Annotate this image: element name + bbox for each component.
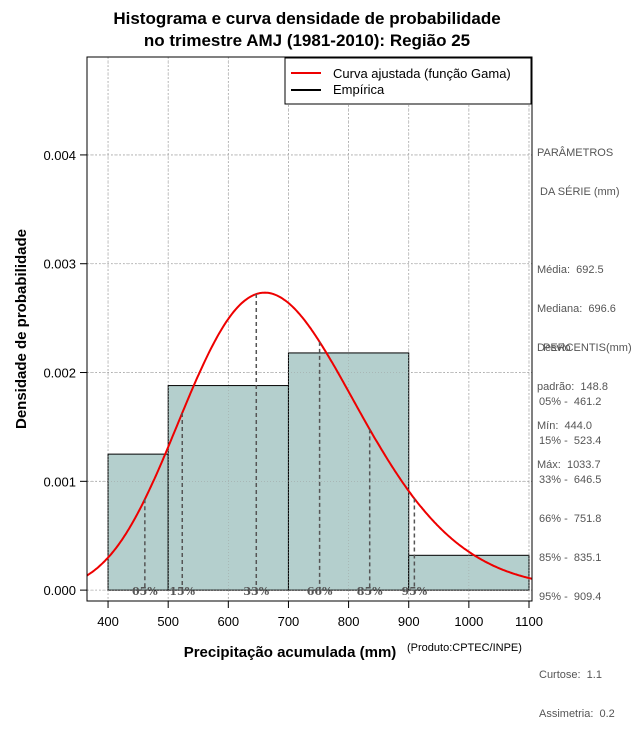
histogram-bar xyxy=(107,453,169,591)
x-tick-label: 900 xyxy=(398,614,420,629)
y-tick-label: 0.003 xyxy=(43,257,76,272)
y-axis: 0.000 0.001 0.002 0.003 0.004 xyxy=(43,148,87,598)
stat-curtose: Curtose: 1.1 xyxy=(539,669,602,681)
y-tick-label: 0.002 xyxy=(43,366,76,381)
x-tick-label: 400 xyxy=(97,614,119,629)
x-tick-label: 1000 xyxy=(454,614,483,629)
param-media: Média: 692.5 xyxy=(537,264,604,276)
x-tick-label: 1100 xyxy=(515,614,543,629)
y-tick-label: 0.004 xyxy=(43,148,76,163)
legend: Curva ajustada (função Gama) Empírica xyxy=(284,57,532,105)
legend-box xyxy=(284,57,532,105)
percentile-label: 66% xyxy=(307,585,333,598)
legend-curve-label: Curva ajustada (função Gama) xyxy=(333,66,511,81)
x-tick-label: 800 xyxy=(338,614,360,629)
credit-label: (Produto:CPTEC/INPE) xyxy=(407,642,522,654)
histogram-bars xyxy=(87,57,532,601)
percentile-label: 95% xyxy=(401,585,427,598)
param-min: Mín: 444.0 xyxy=(537,420,593,432)
stat-assimetria: Assimetria: 0.2 xyxy=(539,708,615,720)
percentile-15: 15% - 523.4 xyxy=(539,435,602,447)
percentile-85: 85% - 835.1 xyxy=(539,552,602,564)
x-tick-label: 700 xyxy=(278,614,300,629)
fitted-curve xyxy=(86,291,533,580)
param-desvio-line-1: Desvio xyxy=(537,342,571,354)
y-tick-label: 0.000 xyxy=(43,583,76,598)
legend-empirical-label: Empírica xyxy=(333,82,385,97)
percentile-markers: 05% 15% 33% 66% 85% 95% xyxy=(132,294,428,598)
percentile-label: 05% xyxy=(132,585,158,598)
percentile-label: 33% xyxy=(243,585,269,598)
percentile-33: 33% - 646.5 xyxy=(539,474,602,486)
y-tick-label: 0.001 xyxy=(43,474,76,489)
percentile-66: 66% - 751.8 xyxy=(539,513,602,525)
param-desvio-line-2: padrão: 148.8 xyxy=(537,381,608,393)
percentiles-panel: 05% - 461.2 15% - 523.4 33% - 646.5 66% … xyxy=(539,370,615,734)
x-tick-label: 500 xyxy=(157,614,179,629)
chart-title-line-2: no trimestre AMJ (1981-2010): Região 25 xyxy=(144,31,470,50)
param-max: Máx: 1033.7 xyxy=(537,459,601,471)
series-parameters-panel: PARÂMETROS DA SÉRIE (mm) Média: 692.5 Me… xyxy=(537,121,620,485)
x-axis: 400 500 600 700 800 900 1000 1100 xyxy=(97,600,543,629)
histogram-chart: Histograma e curva densidade de probabil… xyxy=(13,9,543,660)
percentile-label: 85% xyxy=(357,585,383,598)
percentiles-title: PERCENTIS(mm) xyxy=(543,342,632,354)
chart-title-line-1: Histograma e curva densidade de probabil… xyxy=(113,9,500,28)
param-mediana: Mediana: 696.6 xyxy=(537,303,616,315)
x-tick-label: 600 xyxy=(217,614,239,629)
histogram-bar xyxy=(167,385,289,591)
x-axis-label: Precipitação acumulada (mm) xyxy=(184,644,397,660)
percentile-95: 95% - 909.4 xyxy=(539,591,602,603)
percentile-05: 05% - 461.2 xyxy=(539,396,602,408)
params-title-line-2: DA SÉRIE (mm) xyxy=(537,186,620,198)
gamma-curve xyxy=(86,291,533,580)
params-title-line-1: PARÂMETROS xyxy=(537,147,614,159)
y-axis-label: Densidade de probabilidade xyxy=(13,229,30,429)
percentile-label: 15% xyxy=(169,585,195,598)
